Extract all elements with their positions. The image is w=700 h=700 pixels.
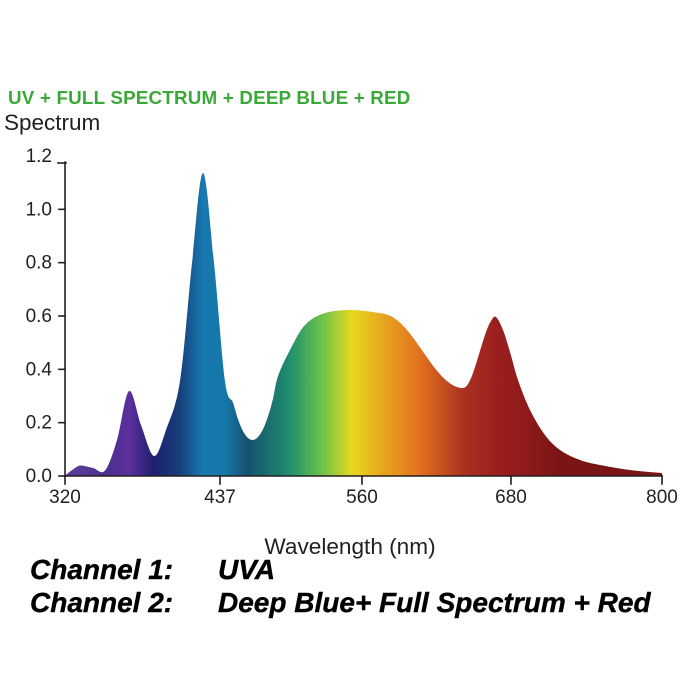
svg-text:1.2: 1.2 [26, 146, 52, 167]
svg-text:320: 320 [49, 487, 81, 508]
svg-text:0.0: 0.0 [26, 466, 52, 487]
svg-text:0.4: 0.4 [26, 359, 53, 380]
svg-text:800: 800 [646, 487, 678, 508]
svg-text:0.8: 0.8 [26, 253, 52, 274]
svg-text:0.2: 0.2 [26, 413, 52, 434]
svg-text:680: 680 [495, 487, 527, 508]
svg-text:437: 437 [204, 487, 236, 508]
svg-text:1.0: 1.0 [26, 199, 52, 220]
svg-text:0.6: 0.6 [26, 306, 52, 327]
svg-text:560: 560 [346, 487, 378, 508]
